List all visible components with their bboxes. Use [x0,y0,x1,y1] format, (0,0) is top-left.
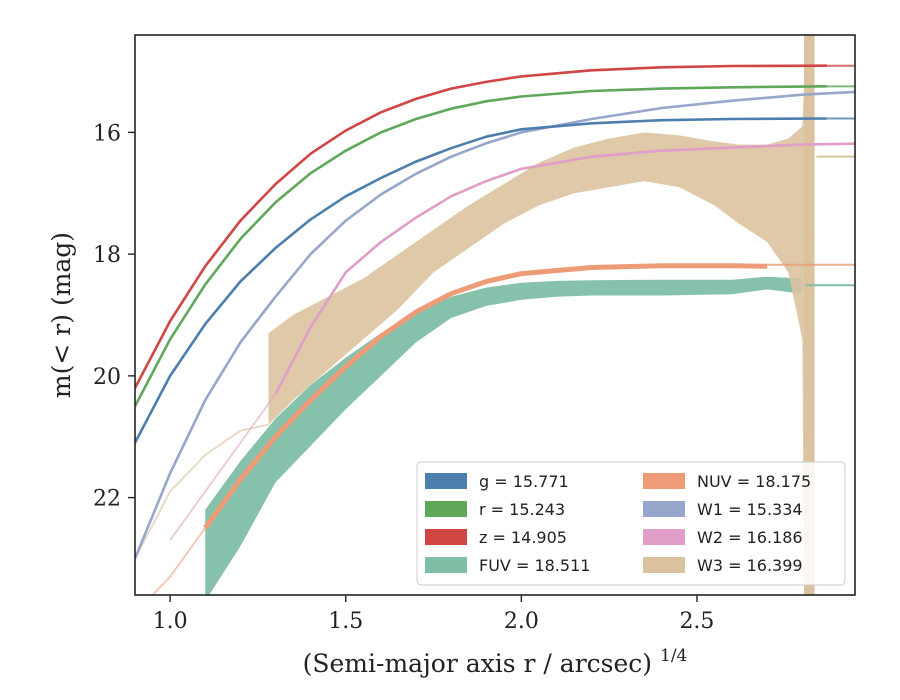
legend: g = 15.771 r = 15.243 z = 14.905 FUV = 18.5… [416,461,846,586]
legend-swatch-z [425,529,467,545]
y-tick-label: 16 [93,121,121,146]
x-axis-label: (Semi-major axis r / arcsec) [303,649,652,678]
series-w2 [274,142,855,395]
y-axis: 16 18 20 22 [93,121,135,512]
legend-swatch-r [425,501,467,517]
x-tick-label: 1.0 [153,609,188,634]
x-axis-exponent: 1/4 [660,646,687,666]
extension-w2 [169,393,277,541]
series-r [135,85,827,407]
band-w3 [268,35,806,595]
series-z [135,64,827,389]
legend-label-r: r = 15.243 [479,500,565,519]
w3-vertical-band [804,35,815,595]
series-w1 [135,90,855,559]
x-axis-title: (Semi-major axis r / arcsec) 1/4 [303,646,688,678]
y-tick-label: 20 [93,365,121,390]
legend-label-g: g = 15.771 [479,472,569,491]
extension-nuv [151,527,207,595]
legend-swatch-w3 [643,557,685,573]
legend-label-z: z = 14.905 [479,528,567,547]
legend-label-fuv: FUV = 18.511 [479,556,590,575]
legend-swatch-g [425,473,467,489]
legend-swatch-nuv [643,473,685,489]
x-tick-label: 2.5 [679,609,714,634]
legend-label-w3: W3 = 16.399 [697,556,803,575]
series-g [135,117,827,444]
legend-label-w2: W2 = 16.186 [697,528,803,547]
legend-swatch-fuv [425,557,467,573]
series-nuv [203,263,768,530]
plot-frame [134,34,856,596]
legend-swatch-w1 [643,501,685,517]
legend-swatch-w2 [643,529,685,545]
legend-box [416,461,846,586]
x-axis: 1.0 1.5 2.0 2.5 [153,595,714,634]
legend-label-nuv: NUV = 18.175 [697,472,811,491]
plot-area [135,35,855,595]
y-tick-label: 18 [93,243,121,268]
legend-label-w1: W1 = 15.334 [697,500,803,519]
y-tick-label: 22 [93,487,121,512]
x-tick-label: 2.0 [504,609,539,634]
y-axis-title: m(< r) (mag) [47,232,76,398]
x-tick-label: 1.5 [328,609,363,634]
